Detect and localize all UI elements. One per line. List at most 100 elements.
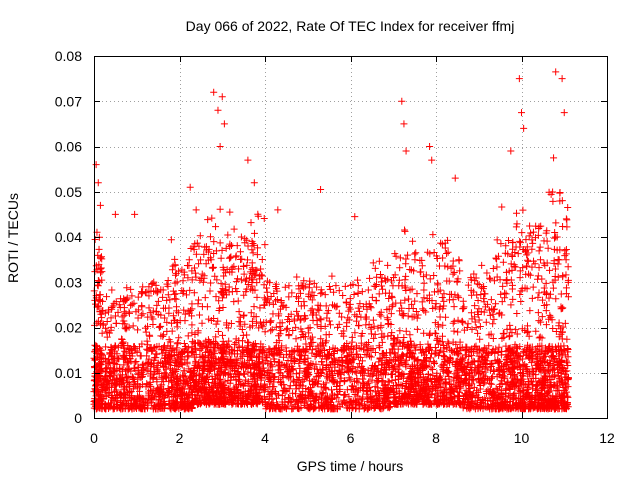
data-point xyxy=(196,311,203,318)
data-point xyxy=(311,292,318,299)
data-point xyxy=(138,302,145,309)
data-point xyxy=(388,371,395,378)
data-point xyxy=(174,323,181,330)
data-point xyxy=(212,223,219,230)
data-point xyxy=(217,239,224,246)
data-point xyxy=(405,295,412,302)
data-point xyxy=(454,328,461,335)
data-point xyxy=(488,296,495,303)
data-point xyxy=(550,285,557,292)
data-point xyxy=(439,294,446,301)
data-point xyxy=(305,329,312,336)
data-point xyxy=(497,291,504,298)
data-point xyxy=(155,298,162,305)
data-point xyxy=(460,303,467,310)
data-point xyxy=(251,303,258,310)
data-point xyxy=(552,295,559,302)
data-point xyxy=(536,289,543,296)
data-point xyxy=(413,290,420,297)
data-point xyxy=(437,313,444,320)
data-point xyxy=(379,286,386,293)
data-point xyxy=(259,256,266,263)
data-point xyxy=(437,240,444,247)
data-point xyxy=(559,305,566,312)
data-point xyxy=(483,319,490,326)
data-point xyxy=(193,206,200,213)
data-point xyxy=(98,314,105,321)
data-point xyxy=(207,287,214,294)
data-point xyxy=(397,254,404,261)
data-point xyxy=(267,327,274,334)
data-point xyxy=(339,292,346,299)
data-point xyxy=(336,321,343,328)
data-point xyxy=(118,335,125,342)
data-point xyxy=(293,335,300,342)
data-point xyxy=(184,262,191,269)
data-point xyxy=(396,264,403,271)
data-point xyxy=(226,209,233,216)
data-point xyxy=(432,300,439,307)
data-point xyxy=(477,323,484,330)
data-point xyxy=(535,309,542,316)
data-point xyxy=(523,263,530,270)
data-point xyxy=(238,256,245,263)
data-point xyxy=(288,289,295,296)
data-point xyxy=(137,352,144,359)
data-point xyxy=(347,376,354,383)
data-point xyxy=(185,332,192,339)
data-point xyxy=(439,322,446,329)
data-point xyxy=(450,320,457,327)
data-point xyxy=(199,271,206,278)
data-point xyxy=(526,222,533,229)
data-point xyxy=(384,314,391,321)
data-point xyxy=(489,320,496,327)
data-point xyxy=(460,298,467,305)
data-point xyxy=(434,280,441,287)
data-point xyxy=(322,291,329,298)
data-point xyxy=(113,320,120,327)
data-point xyxy=(503,276,510,283)
data-point xyxy=(524,257,531,264)
data-point xyxy=(220,304,227,311)
data-point xyxy=(243,331,250,338)
data-point xyxy=(527,272,534,279)
data-point xyxy=(175,334,182,341)
data-point xyxy=(530,284,537,291)
data-point xyxy=(557,189,564,196)
data-point xyxy=(406,331,413,338)
data-point xyxy=(230,298,237,305)
data-point xyxy=(282,284,289,291)
data-point xyxy=(188,329,195,336)
data-point xyxy=(318,316,325,323)
data-point xyxy=(149,315,156,322)
data-point xyxy=(563,358,570,365)
data-point xyxy=(328,273,335,280)
data-point xyxy=(235,343,242,350)
data-point xyxy=(451,303,458,310)
data-point xyxy=(103,293,110,300)
data-point xyxy=(253,294,260,301)
data-point xyxy=(301,316,308,323)
data-point xyxy=(208,215,215,222)
data-point xyxy=(493,264,500,271)
data-point xyxy=(231,226,238,233)
data-point xyxy=(443,250,450,257)
data-point xyxy=(308,350,315,357)
data-point xyxy=(422,308,429,315)
data-point xyxy=(443,379,450,386)
data-point xyxy=(476,317,483,324)
data-point xyxy=(377,312,384,319)
data-point xyxy=(254,251,261,258)
data-point xyxy=(475,297,482,304)
data-point xyxy=(376,290,383,297)
data-point xyxy=(376,258,383,265)
data-point xyxy=(473,324,480,331)
data-point xyxy=(168,236,175,243)
data-point xyxy=(317,290,324,297)
data-point xyxy=(546,267,553,274)
data-point xyxy=(528,264,535,271)
data-point xyxy=(370,317,377,324)
data-point xyxy=(181,340,188,347)
data-point xyxy=(356,300,363,307)
data-point xyxy=(513,223,520,230)
